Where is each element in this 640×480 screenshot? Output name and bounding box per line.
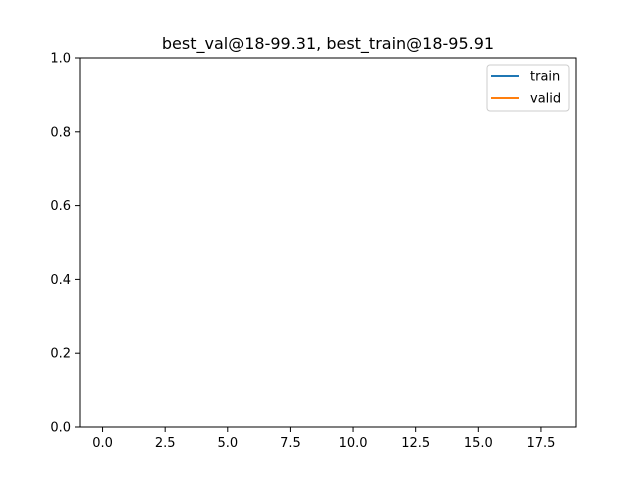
x-axis: 0.0 2.5 5.0 7.5 10.0 12.5 15.0 17.5 (92, 427, 555, 451)
chart-title: best_val@18-99.31, best_train@18-95.91 (162, 34, 494, 54)
x-tick-label: 17.5 (526, 436, 555, 451)
x-tick-label: 10.0 (339, 436, 368, 451)
x-tick-label: 5.0 (217, 436, 238, 451)
plot-area: 0.0 2.5 5.0 7.5 10.0 12.5 15.0 17.5 0.00.20.40.… (50, 52, 577, 451)
y-tick-label: 1.0 (50, 52, 71, 67)
y-tick-label: 0.0 (50, 421, 71, 436)
legend-label-train: train (530, 70, 560, 85)
x-tick-label: 7.5 (280, 436, 301, 451)
x-tick-label: 12.5 (401, 436, 430, 451)
axes-frame (79, 57, 577, 428)
x-tick-label: 0.0 (92, 436, 113, 451)
y-tick-label: 0.6 (50, 199, 71, 214)
y-axis: 0.0 0.2 0.4 0.6 0.8 1.0 (50, 52, 80, 436)
x-tick-label: 2.5 (155, 436, 176, 451)
y-tick-label: 0.2 (50, 347, 71, 362)
legend: train valid (486, 64, 570, 112)
legend-label-valid: valid (530, 92, 561, 107)
y-tick-label: 0.4 (50, 273, 71, 288)
x-tick-label: 15.0 (464, 436, 493, 451)
y-tick-label: 0.8 (50, 125, 71, 140)
